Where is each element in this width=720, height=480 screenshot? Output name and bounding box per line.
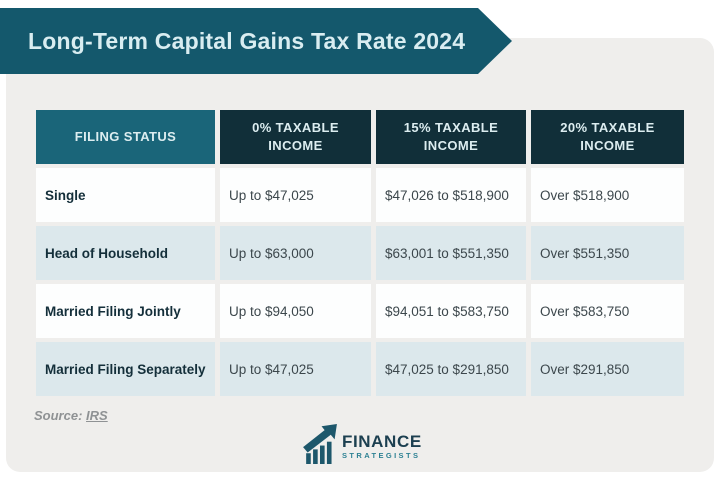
table-cell-hoh-0pct: Up to $63,000: [220, 226, 371, 280]
table-cell-head-of-household: Head of Household: [36, 226, 215, 280]
table-cell-single-20pct: Over $518,900: [531, 168, 684, 222]
tax-rate-table: FILING STATUS 0% TAXABLE INCOME 15% TAXA…: [36, 110, 684, 396]
source-label: Source:: [34, 408, 83, 423]
title-banner: Long-Term Capital Gains Tax Rate 2024: [0, 8, 512, 74]
page-title: Long-Term Capital Gains Tax Rate 2024: [28, 27, 466, 54]
table-cell-single: Single: [36, 168, 215, 222]
column-header-20-percent: 20% TAXABLE INCOME: [531, 110, 684, 164]
logo-wordmark: FINANCE STRATEGISTS: [342, 433, 422, 460]
table-cell-married-separately: Married Filing Separately: [36, 342, 215, 396]
table-cell-single-15pct: $47,026 to $518,900: [376, 168, 526, 222]
column-header-0-percent: 0% TAXABLE INCOME: [220, 110, 371, 164]
table-cell-mfj-0pct: Up to $94,050: [220, 284, 371, 338]
column-header-filing-status: FILING STATUS: [36, 110, 215, 164]
table-cell-single-0pct: Up to $47,025: [220, 168, 371, 222]
column-header-15-percent: 15% TAXABLE INCOME: [376, 110, 526, 164]
table-cell-mfj-20pct: Over $583,750: [531, 284, 684, 338]
table-cell-mfs-15pct: $47,025 to $291,850: [376, 342, 526, 396]
table-cell-married-jointly: Married Filing Jointly: [36, 284, 215, 338]
table-cell-mfj-15pct: $94,051 to $583,750: [376, 284, 526, 338]
table-cell-mfs-20pct: Over $291,850: [531, 342, 684, 396]
table-cell-hoh-20pct: Over $551,350: [531, 226, 684, 280]
logo-text-strategists: STRATEGISTS: [342, 451, 421, 461]
logo-text-finance: FINANCE: [342, 432, 422, 452]
source-attribution: Source: IRS: [34, 408, 108, 423]
finance-strategists-logo: FINANCE STRATEGISTS: [303, 424, 422, 469]
source-irs-link[interactable]: IRS: [86, 408, 108, 423]
table-cell-mfs-0pct: Up to $47,025: [220, 342, 371, 396]
table-cell-hoh-15pct: $63,001 to $551,350: [376, 226, 526, 280]
bar-chart-arrow-icon: [303, 424, 337, 469]
